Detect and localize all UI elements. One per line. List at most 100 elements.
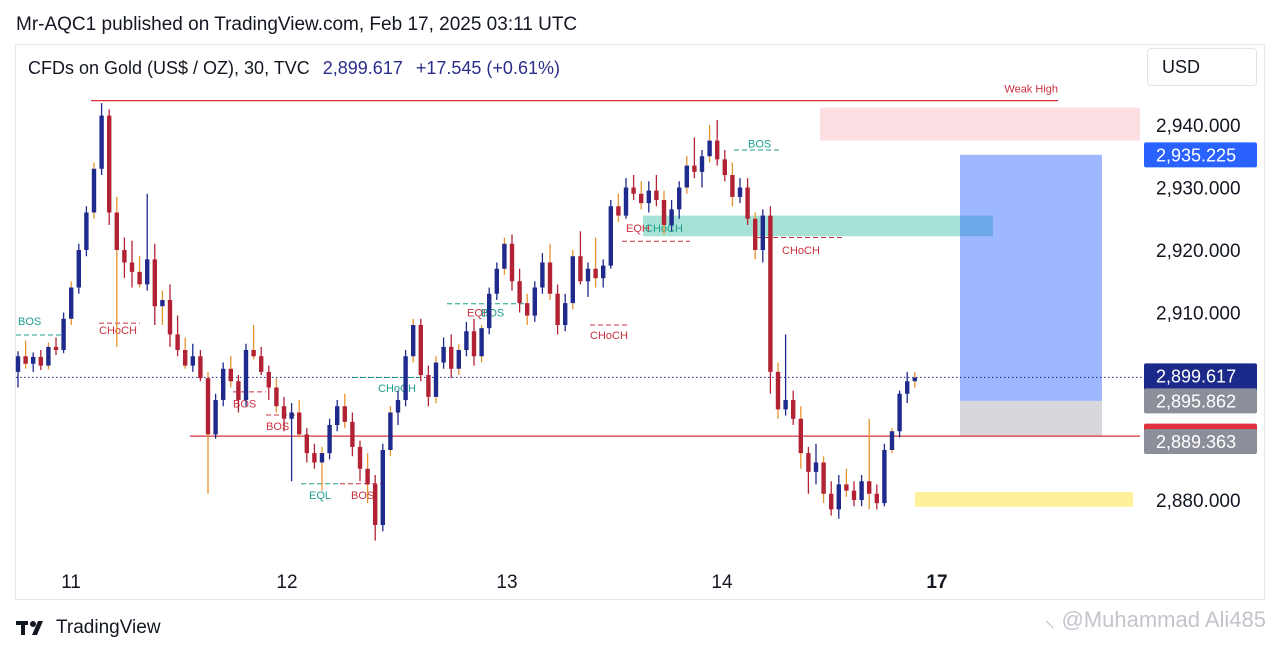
candle-body-57 [449, 346, 454, 369]
price-label-bg-target [1144, 142, 1257, 168]
candle-body-118 [912, 377, 917, 382]
candle-body-101 [783, 400, 788, 410]
candle-body-68 [532, 287, 537, 316]
annotation-bos-1: BOS [18, 316, 41, 328]
y-tick-2,930.000: 2,930.000 [1156, 179, 1241, 200]
candle-body-73 [570, 256, 575, 304]
demand-zone-yellow [915, 491, 1133, 507]
price-label-gray: 2,895.862 [1156, 391, 1236, 411]
x-tick-17: 17 [926, 572, 947, 593]
candle-body-26 [213, 400, 218, 435]
candle-body-16 [137, 271, 142, 285]
candle-body-25 [205, 378, 211, 435]
supply-zone [820, 107, 1140, 141]
candle-body-106 [821, 462, 826, 494]
y-tick-2,880.000: 2,880.000 [1156, 491, 1241, 512]
y-tick-2,940.000: 2,940.000 [1156, 116, 1241, 137]
candle-body-6 [61, 318, 66, 350]
candle-body-95 [737, 187, 743, 197]
price-label-gray: 2,889.363 [1156, 432, 1236, 452]
candle-body-39 [312, 453, 317, 463]
candle-body-18 [152, 259, 157, 307]
candle-body-110 [851, 490, 857, 500]
candle-body-45 [357, 446, 363, 469]
candle-body-111 [859, 481, 864, 500]
x-tick-13: 13 [496, 572, 517, 593]
candle-body-13 [114, 212, 119, 250]
candle-body-33 [266, 371, 271, 388]
annotation-eql-5: EQL [309, 490, 331, 502]
demand-zone [643, 215, 993, 237]
candle-body-84 [654, 190, 659, 200]
candle-body-72 [563, 303, 568, 325]
candle-body-50 [395, 400, 401, 413]
candle-body-79 [616, 206, 621, 216]
candle-body-28 [228, 368, 233, 382]
annotation-bos-4: BOS [266, 421, 289, 433]
candle-body-94 [730, 175, 735, 197]
candle-body-60 [471, 331, 477, 357]
symbol-name[interactable]: CFDs on Gold (US$ / OZ), 30, TVC [28, 58, 310, 78]
candle-body-9 [84, 212, 89, 250]
candle-body-2 [31, 356, 36, 364]
candle-body-93 [722, 159, 727, 175]
candle-body-44 [350, 421, 355, 447]
candle-body-22 [183, 350, 188, 366]
candle-body-76 [593, 268, 598, 279]
candle-body-86 [669, 209, 674, 225]
candle-body-41 [327, 425, 332, 454]
price-label-bg-gray [1144, 388, 1257, 414]
annotation-weak high-0: Weak High [1004, 84, 1058, 96]
candle-body-69 [540, 262, 545, 288]
candle-body-103 [798, 418, 803, 454]
y-tick-2,920.000: 2,920.000 [1156, 241, 1241, 262]
candle-body-98 [760, 215, 765, 250]
candle-body-46 [365, 468, 370, 485]
candle-body-87 [677, 187, 682, 210]
candle-body-51 [403, 356, 408, 400]
candle-body-34 [274, 387, 279, 407]
price-label-bg-gray [1144, 428, 1257, 454]
publish-line: Mr-AQC1 published on TradingView.com, Fe… [16, 14, 578, 35]
candle-body-61 [479, 328, 484, 357]
candle-body-63 [494, 268, 499, 294]
symbol-change: +17.545 (+0.61%) [415, 58, 560, 78]
candle-body-38 [304, 434, 309, 454]
annotation-choch-10: CHoCH [590, 330, 628, 342]
price-label-last: 2,899.617 [1156, 366, 1236, 386]
candle-body-15 [129, 262, 135, 272]
candle-body-10 [91, 168, 97, 213]
candle-body-11 [99, 115, 104, 169]
candle-body-49 [388, 412, 393, 450]
x-tick-14: 14 [711, 572, 733, 593]
candle-body-53 [418, 325, 423, 375]
candle-body-89 [692, 165, 697, 172]
candle-body-102 [791, 400, 796, 419]
candle-body-7 [69, 287, 74, 319]
candle-body-114 [882, 450, 887, 504]
candle-body-31 [251, 350, 256, 357]
candle-body-1 [23, 356, 28, 364]
candle-body-100 [775, 371, 781, 410]
candle-body-115 [889, 431, 895, 450]
candle-body-24 [198, 356, 203, 379]
candle-body-70 [547, 262, 553, 294]
candle-body-8 [76, 250, 81, 288]
price-label-target: 2,935.225 [1156, 145, 1236, 165]
candle-body-66 [517, 281, 522, 304]
candle-body-104 [806, 453, 811, 472]
candle-body-81 [631, 187, 636, 194]
symbol-legend: CFDs on Gold (US$ / OZ), 30, TVC 2,899.6… [28, 58, 560, 79]
candle-body-48 [380, 450, 385, 525]
candle-body-71 [555, 293, 560, 325]
candle-body-82 [639, 193, 644, 204]
candle-body-77 [601, 265, 606, 279]
chart-frame[interactable] [15, 44, 1265, 600]
candle-body-99 [768, 215, 773, 372]
candle-body-36 [289, 412, 294, 419]
tradingview-logo[interactable]: TradingView [16, 616, 161, 640]
candle-body-59 [464, 331, 469, 350]
candle-body-96 [745, 187, 750, 219]
currency-selector[interactable]: USD [1147, 48, 1257, 86]
